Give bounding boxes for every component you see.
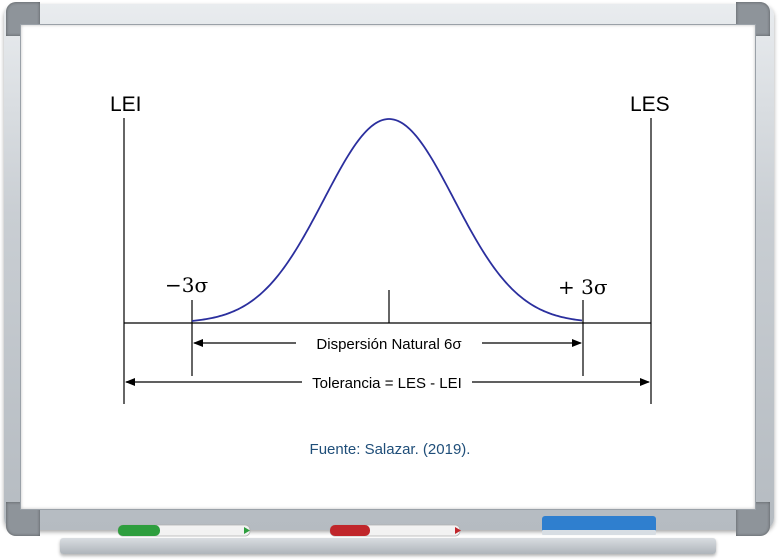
marker-tray	[60, 538, 716, 554]
green-marker[interactable]	[117, 524, 251, 537]
source-caption: Fuente: Salazar. (2019).	[309, 441, 471, 458]
les-label: LES	[630, 93, 670, 116]
lei-label: LEI	[110, 93, 142, 116]
normal-curve	[191, 118, 583, 322]
eraser[interactable]	[542, 516, 656, 535]
minus-sigma-label: −3σ	[165, 273, 208, 297]
tolerance-label: Tolerancia = LES - LEI	[312, 375, 462, 392]
whiteboard-surface	[20, 24, 756, 510]
red-marker[interactable]	[329, 524, 461, 537]
plus-sigma-label: + 3σ	[558, 275, 608, 299]
natural-dispersion-label: Dispersión Natural 6σ	[316, 336, 462, 353]
